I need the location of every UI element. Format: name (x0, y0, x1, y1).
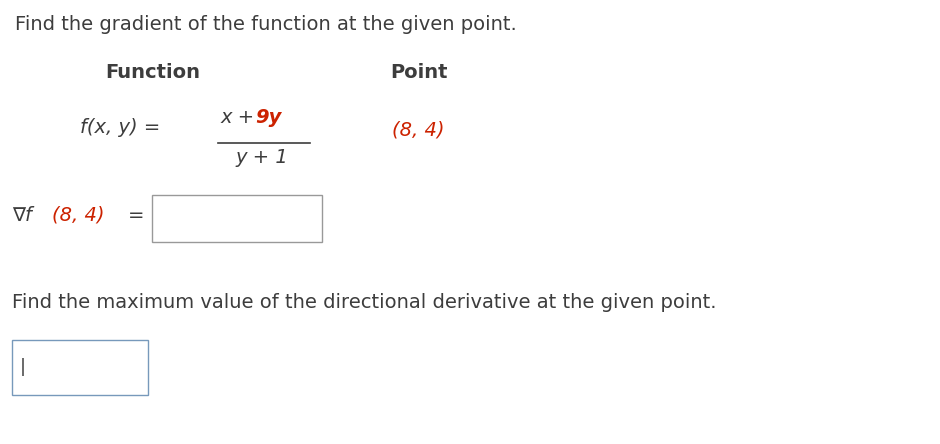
Text: =: = (128, 206, 145, 225)
Text: Find the maximum value of the directional derivative at the given point.: Find the maximum value of the directiona… (12, 293, 716, 312)
Text: (8, 4): (8, 4) (392, 120, 445, 139)
Text: 9y: 9y (255, 108, 281, 127)
Text: Function: Function (105, 63, 200, 82)
Bar (12, 340, 148, 395)
Bar (152, 195, 322, 242)
Text: Point: Point (390, 63, 447, 82)
Text: y + 1: y + 1 (235, 148, 288, 167)
Text: Find the gradient of the function at the given point.: Find the gradient of the function at the… (15, 15, 517, 34)
Text: f(x, y) =: f(x, y) = (80, 118, 160, 137)
Text: ∇f: ∇f (12, 206, 32, 225)
Text: (8, 4): (8, 4) (52, 206, 104, 225)
Text: |: | (20, 358, 26, 376)
Text: x +: x + (220, 108, 260, 127)
